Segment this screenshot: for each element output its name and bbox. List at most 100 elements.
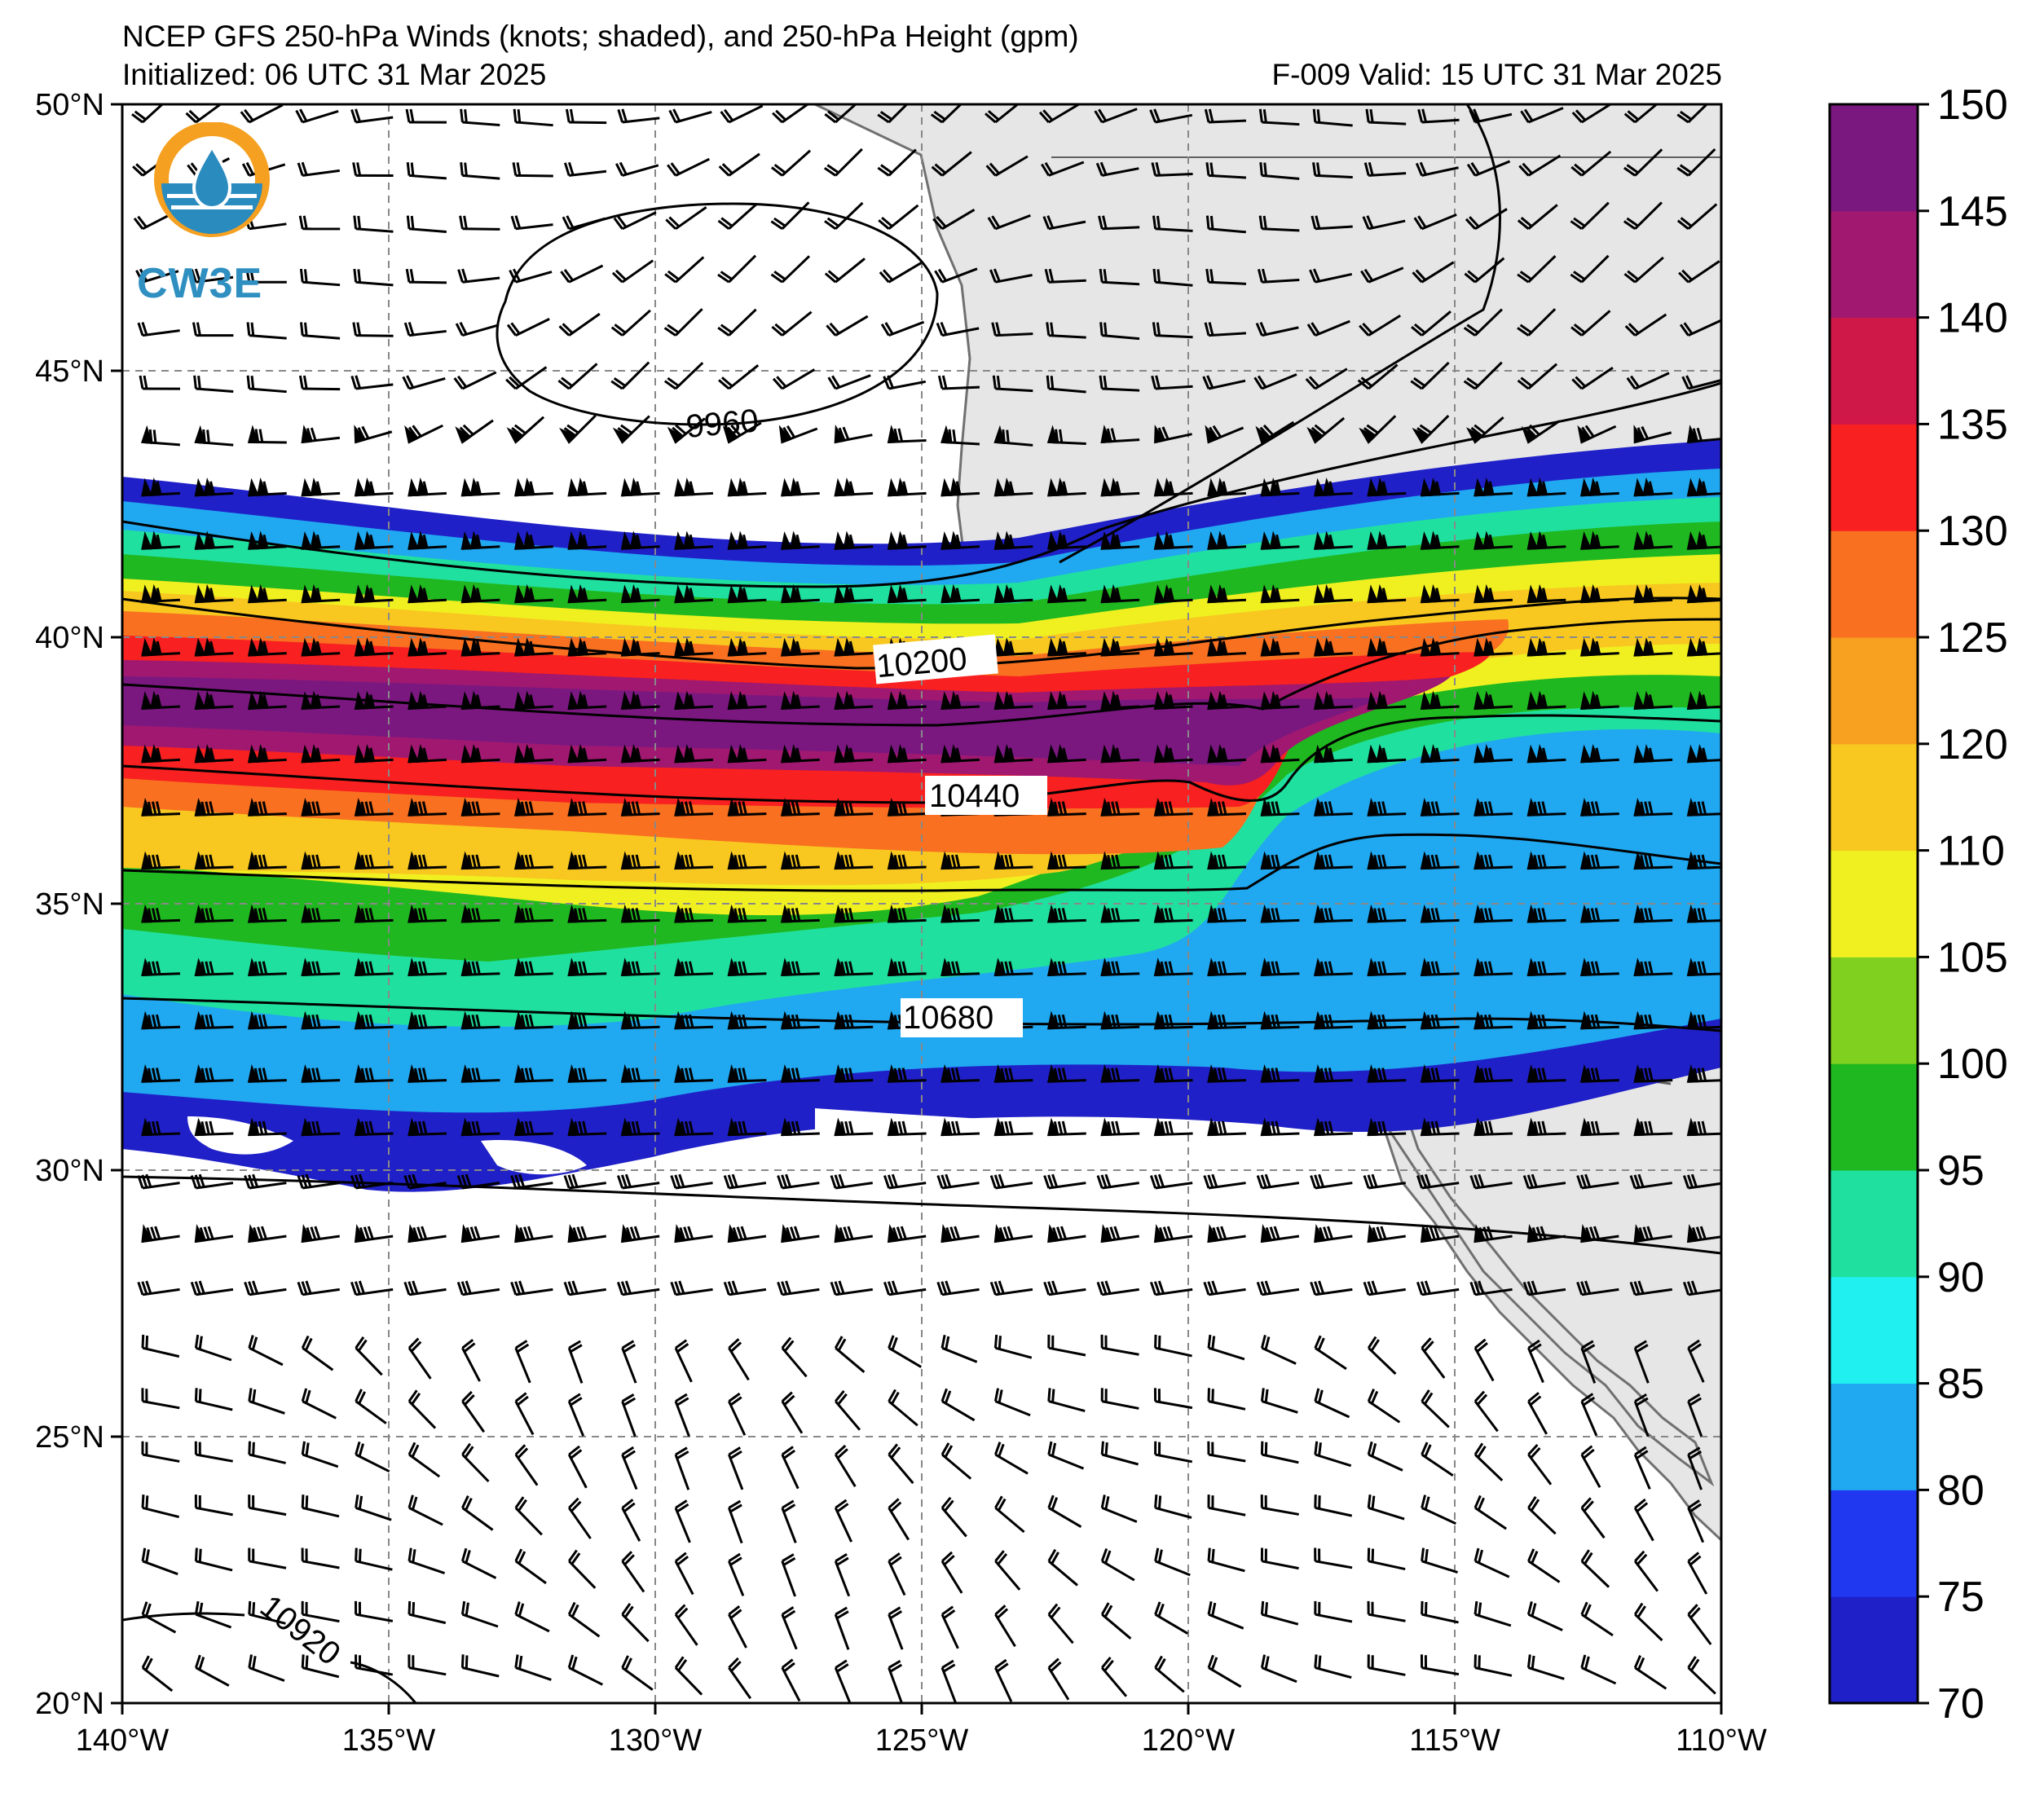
wind-barb xyxy=(1313,957,1353,976)
wind-barb xyxy=(1203,1173,1246,1190)
wind-barb xyxy=(298,215,341,231)
wind-barb xyxy=(1522,1280,1566,1296)
wind-barb xyxy=(1469,1280,1513,1296)
wind-barb xyxy=(1207,583,1247,604)
colorbar-tick-label: 130 xyxy=(1937,508,2008,555)
wind-barb xyxy=(1313,1064,1353,1083)
wind-barb xyxy=(405,108,447,124)
lon-tick-130w: 130°W xyxy=(609,1723,703,1758)
wind-barb xyxy=(407,798,447,817)
wind-barb xyxy=(1579,1064,1619,1083)
wind-barb xyxy=(887,851,927,870)
wind-barb xyxy=(718,152,760,177)
wind-barb xyxy=(667,157,710,177)
wind-barb xyxy=(993,690,1033,710)
wind-barb xyxy=(1517,204,1558,230)
wind-barb xyxy=(567,1224,606,1244)
wind-barb xyxy=(1633,744,1673,764)
wind-barb xyxy=(1465,208,1508,231)
lat-tick-30n: 30°N xyxy=(35,1154,104,1188)
wind-barb xyxy=(1526,690,1566,710)
wind-barb xyxy=(781,1446,800,1490)
wind-barb xyxy=(1367,1117,1407,1137)
wind-barb xyxy=(674,798,714,817)
wind-barb xyxy=(248,1388,285,1415)
wind-barb xyxy=(565,108,607,125)
wind-barb xyxy=(985,104,1026,124)
wind-barb xyxy=(512,162,553,178)
wind-barb xyxy=(1100,1388,1139,1410)
wind-barb xyxy=(194,1064,234,1083)
wind-barb xyxy=(1474,957,1513,976)
wind-barb xyxy=(1309,268,1353,284)
wind-barb xyxy=(674,744,714,764)
wind-barb xyxy=(1313,690,1353,710)
wind-barb xyxy=(1421,1389,1450,1428)
wind-barb xyxy=(354,1117,394,1137)
wind-barb xyxy=(834,1552,851,1597)
wind-barb xyxy=(879,262,922,284)
colorbar-segment xyxy=(1830,1170,1918,1278)
wind-barb xyxy=(1367,1654,1406,1676)
wind-barb xyxy=(1207,744,1247,764)
contour-10200 xyxy=(122,596,1721,670)
wind-barb xyxy=(993,957,1033,976)
wind-barb xyxy=(194,1654,230,1687)
wind-barb xyxy=(1474,1064,1513,1083)
wind-barb xyxy=(354,904,394,923)
wind-barb xyxy=(139,375,181,390)
colorbar-tick-label: 90 xyxy=(1937,1254,1985,1301)
wind-barb xyxy=(887,690,927,710)
wind-barb xyxy=(937,375,980,390)
wind-barb xyxy=(674,1604,698,1646)
wind-barb xyxy=(301,1335,334,1371)
wind-barb xyxy=(141,744,181,764)
wind-barb xyxy=(246,322,287,340)
wind-barb xyxy=(1204,322,1247,337)
wind-barb xyxy=(1416,1280,1460,1296)
wind-barb xyxy=(403,322,447,337)
wind-barb xyxy=(407,583,447,604)
wind-barb xyxy=(248,1224,287,1244)
land-baja xyxy=(1368,1054,1715,1487)
wind-barb xyxy=(727,637,767,657)
wind-barb xyxy=(993,851,1033,870)
wind-barb xyxy=(780,1064,820,1083)
colorbar-segment xyxy=(1830,104,1918,212)
wind-barb xyxy=(1314,1547,1353,1569)
wind-barb xyxy=(877,148,917,177)
wind-barb xyxy=(1579,690,1619,710)
wind-barb xyxy=(301,798,341,817)
wind-barb xyxy=(930,104,971,124)
wind-barb xyxy=(620,1064,660,1083)
wind-barb xyxy=(717,254,757,284)
wind-barb xyxy=(1205,162,1247,179)
wind-barb xyxy=(456,1280,500,1296)
wind-barb xyxy=(1526,530,1566,550)
colorbar-ticks: 70 75 80 85 90 95 100 105 110 120 125 130 135 140 145 1… xyxy=(1918,81,2008,1728)
wind-barb xyxy=(141,798,181,817)
wind-barb xyxy=(513,851,553,870)
wind-barb xyxy=(1314,1600,1353,1623)
wind-barb xyxy=(407,478,447,497)
height-contours xyxy=(122,104,1721,1703)
wind-barb xyxy=(1633,530,1673,550)
wind-barb xyxy=(1629,1280,1672,1296)
wind-barb xyxy=(834,1606,850,1650)
wind-barb xyxy=(1420,904,1460,923)
wind-barb xyxy=(834,1499,853,1543)
wind-barb xyxy=(510,1173,553,1190)
wind-barb xyxy=(621,1340,637,1384)
wind-barb xyxy=(141,637,181,657)
wind-barb xyxy=(1520,107,1564,124)
wind-barb xyxy=(513,744,553,764)
contour-label-10200: 10200 xyxy=(875,641,969,685)
wind-barb xyxy=(1687,1499,1705,1543)
wind-barb xyxy=(247,1010,287,1030)
wind-barb xyxy=(407,637,447,657)
wind-barb xyxy=(563,1280,606,1296)
wind-barb xyxy=(1314,1388,1350,1419)
wind-barb xyxy=(1314,1654,1352,1679)
wind-barb xyxy=(1526,1064,1566,1083)
wind-barb xyxy=(1154,1655,1185,1693)
